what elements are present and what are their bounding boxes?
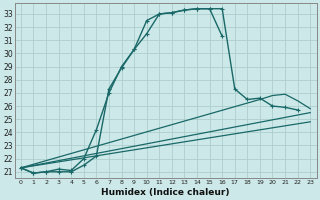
- X-axis label: Humidex (Indice chaleur): Humidex (Indice chaleur): [101, 188, 230, 197]
